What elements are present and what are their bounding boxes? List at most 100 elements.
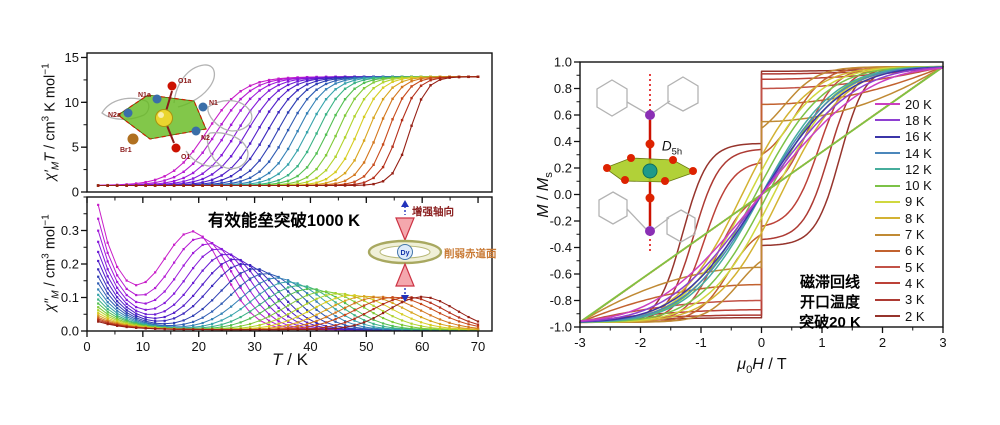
data-point-marker [258,282,261,285]
data-point-marker [362,115,366,119]
data-point-marker [343,308,347,311]
data-point-marker [96,184,100,187]
data-point-marker [239,297,242,300]
data-point-marker [334,82,337,85]
data-point-marker [448,321,451,324]
data-point-marker [334,327,337,330]
data-point-marker [467,323,470,326]
data-point-marker [429,319,432,323]
data-point-marker [211,284,214,288]
annotation-hysteresis-line3: 突破20 K [799,314,861,331]
data-point-marker [182,304,185,307]
data-point-marker [116,318,119,321]
data-point-marker [353,180,356,183]
data-point-marker [220,153,223,157]
data-point-marker [296,78,299,81]
data-point-marker [305,83,309,86]
data-point-marker [287,308,290,311]
data-point-marker [391,298,394,302]
right-molecule-inset [596,74,699,254]
data-point-marker [324,321,328,324]
data-point-marker [362,183,366,187]
data-point-marker [97,259,100,263]
data-point-marker [315,324,318,327]
data-point-marker [97,306,100,309]
data-point-marker [410,304,413,307]
data-point-marker [211,272,214,275]
data-point-marker [97,250,100,254]
data-point-marker [106,241,109,244]
data-point-marker [125,302,128,305]
data-point-marker [438,318,442,321]
data-point-marker [258,159,261,162]
data-point-marker [410,96,413,100]
data-point-marker [220,181,223,185]
x-tick-label: 20 [191,339,205,354]
data-point-marker [173,292,176,295]
data-point-marker [277,310,280,313]
data-point-marker [154,327,157,330]
data-point-marker [277,97,280,101]
data-point-marker [182,312,185,315]
oxygen-atom [171,143,181,153]
data-point-marker [135,326,138,329]
y-tick-label: -0.6 [550,267,572,282]
data-point-marker [334,311,337,314]
data-point-marker [343,136,347,139]
data-point-marker [144,184,147,187]
data-point-marker [296,327,299,330]
data-point-marker [220,265,223,268]
data-point-marker [372,318,375,321]
data-point-marker [277,127,280,131]
data-point-marker [220,108,223,112]
data-point-marker [277,322,280,325]
data-point-marker [372,300,375,303]
data-point-marker [97,282,100,285]
legend-label: 20 K [905,96,932,112]
data-point-marker [429,296,432,299]
legend-item: 16 K [875,129,932,145]
y-tick-label: 0.0 [554,187,572,202]
data-point-marker [125,311,128,314]
data-point-marker [324,328,328,331]
data-point-marker [106,281,109,284]
data-point-marker [230,320,233,323]
data-point-marker [296,97,299,101]
data-point-marker [201,321,204,325]
y-tick-label: 0.4 [554,134,572,149]
data-point-marker [296,321,299,324]
data-point-marker [277,324,280,327]
data-point-marker [315,112,318,116]
legend-swatch [875,233,900,236]
data-point-marker [201,236,204,239]
data-point-marker [230,258,233,261]
data-point-marker [239,97,242,101]
data-point-marker [125,325,128,329]
left-molecule-inset: O1a N1a N1 N2a N2 Br1 O1 [101,64,253,170]
data-point-marker [305,324,309,327]
data-point-marker [239,258,242,262]
data-point-marker [135,309,138,312]
legend-swatch [875,135,900,138]
data-point-marker [239,184,242,187]
data-point-marker [315,300,318,303]
data-point-marker [248,176,252,180]
legend-swatch [875,119,900,122]
data-point-marker [410,85,413,88]
data-point-marker [153,178,157,182]
data-point-marker [248,89,252,93]
data-point-marker [192,305,195,308]
data-point-marker [106,287,109,290]
x-tick-label: 0 [83,339,90,354]
data-point-marker [476,75,480,78]
data-point-marker [211,328,214,331]
data-point-marker [125,313,128,316]
y-tick-label: 0 [72,185,79,200]
legend-item: 8 K [875,210,932,226]
data-point-marker [362,139,366,142]
data-point-marker [438,78,442,81]
data-point-marker [296,180,299,183]
legend-swatch [875,217,900,220]
data-point-marker [220,122,223,126]
